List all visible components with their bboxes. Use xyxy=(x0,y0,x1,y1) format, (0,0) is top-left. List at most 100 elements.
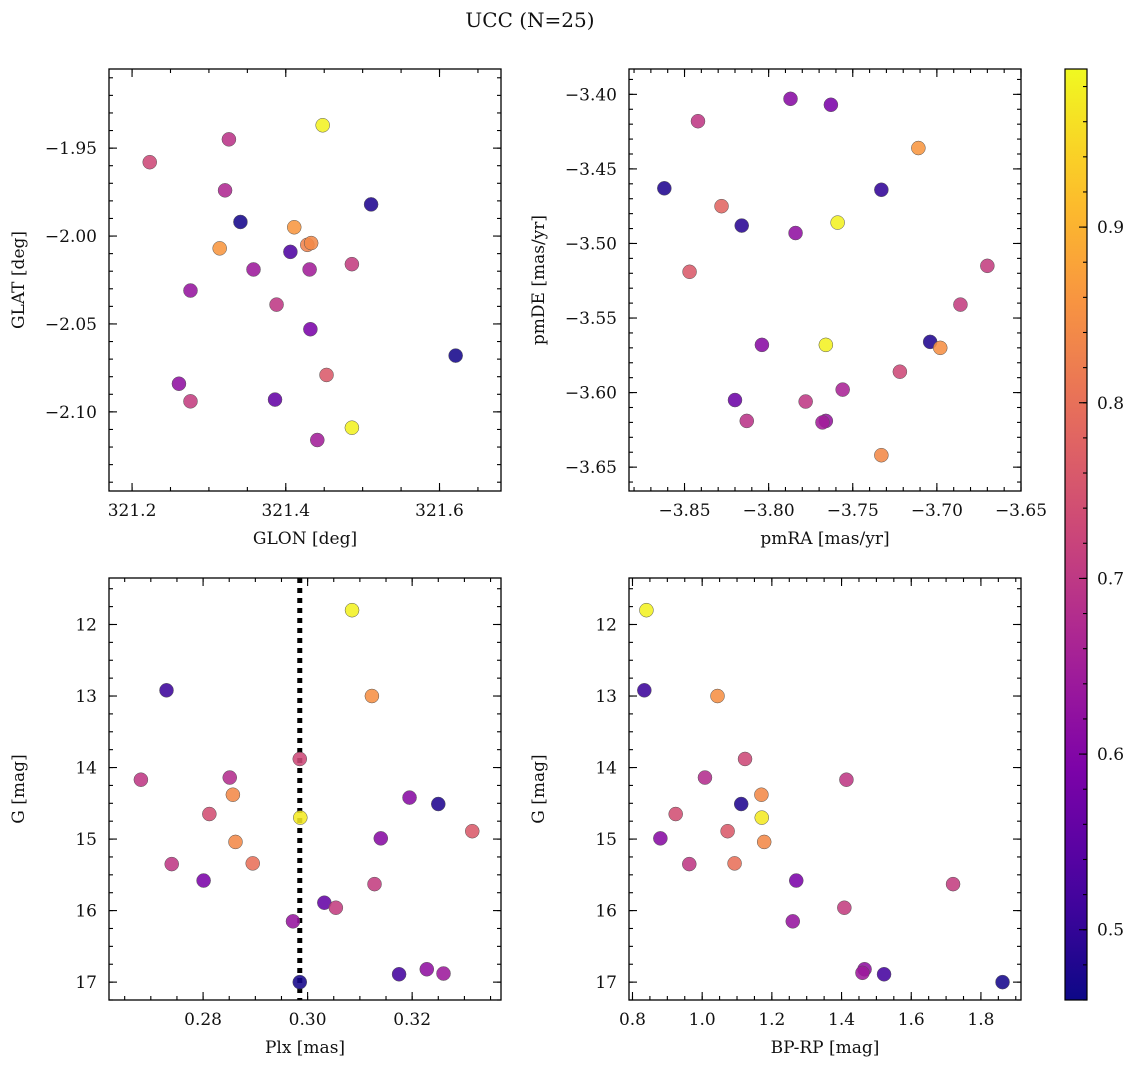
scatter-point xyxy=(221,132,237,147)
y-tick-label: −2.00 xyxy=(45,227,97,247)
y-tick-label: 16 xyxy=(595,902,617,922)
x-axis-label: GLON [deg] xyxy=(253,529,357,549)
scatter-point xyxy=(754,337,770,353)
x-tick-label: 321.4 xyxy=(261,501,310,521)
x-tick-label: 1.6 xyxy=(898,1010,925,1030)
axes-frame xyxy=(628,68,1022,492)
scatter-point xyxy=(653,831,668,846)
scatter-point xyxy=(876,967,892,982)
scatter-point xyxy=(668,806,683,822)
scatter-point xyxy=(837,900,852,915)
scatter-point xyxy=(344,602,360,618)
scatter-point xyxy=(682,856,697,872)
x-tick-label: 1.0 xyxy=(689,1010,716,1030)
scatter-point xyxy=(164,856,179,872)
scatter-point xyxy=(328,900,344,915)
scatter-point xyxy=(714,198,729,214)
scatter-point xyxy=(402,790,417,805)
x-axis-label: pmRA [mas/yr] xyxy=(760,529,889,549)
ticks xyxy=(109,578,501,1001)
scatter-point xyxy=(911,140,926,156)
scatter-point xyxy=(196,873,211,888)
y-tick-label: −3.60 xyxy=(565,384,617,404)
x-tick-label: 0.30 xyxy=(289,1010,327,1030)
y-tick-label: −1.95 xyxy=(45,139,97,159)
scatter-points xyxy=(142,118,463,448)
scatter-point xyxy=(657,181,672,196)
scatter-point xyxy=(739,413,755,429)
y-tick-label: 14 xyxy=(75,759,97,779)
scatter-point xyxy=(303,321,318,337)
x-tick-label: 321.2 xyxy=(108,501,157,521)
colorbar-tick-label: 0.7 xyxy=(1097,569,1124,589)
scatter-point xyxy=(292,751,308,767)
scatter-point xyxy=(233,214,248,230)
scatter-point xyxy=(159,683,174,698)
colorbar-tick-label: 0.8 xyxy=(1097,394,1124,414)
axes-frame xyxy=(628,577,1022,1001)
scatter-point xyxy=(737,751,753,767)
scatter-point xyxy=(142,154,157,170)
scatter-point xyxy=(183,394,198,409)
scatter-point xyxy=(682,264,697,280)
scatter-point xyxy=(892,364,908,379)
colorbar-gradient xyxy=(1064,68,1088,1001)
scatter-point xyxy=(639,602,654,618)
x-tick-label: −3.65 xyxy=(995,501,1047,521)
panel-pmra-pmde: −3.85 −3.80 −3.75 −3.70 −3.65 −3.40 −3.45 −3.50… xyxy=(529,68,1047,549)
x-tick-label: −3.80 xyxy=(743,501,795,521)
y-tick-label: 15 xyxy=(75,830,97,850)
axes-frame xyxy=(108,68,502,492)
x-tick-label: −3.75 xyxy=(827,501,879,521)
y-tick-label: 12 xyxy=(75,615,97,635)
y-tick-label: 13 xyxy=(595,687,617,707)
scatter-point xyxy=(798,394,813,409)
scatter-point xyxy=(212,241,227,256)
scatter-point xyxy=(465,823,480,839)
scatter-point xyxy=(690,113,706,129)
x-tick-label: 0.28 xyxy=(184,1010,222,1030)
scatter-point xyxy=(874,447,889,463)
scatter-point xyxy=(302,262,317,277)
scatter-point xyxy=(303,235,319,251)
scatter-point xyxy=(217,183,233,198)
scatter-point xyxy=(292,974,308,990)
scatter-point xyxy=(727,392,743,408)
scatter-point xyxy=(286,220,302,235)
scatter-point xyxy=(783,91,798,107)
scatter-point xyxy=(133,772,149,787)
scatter-point xyxy=(431,796,446,812)
scatter-point xyxy=(855,965,870,981)
scatter-point xyxy=(733,796,749,812)
scatter-point xyxy=(225,787,241,802)
x-tick-label: −3.70 xyxy=(911,501,963,521)
scatter-point xyxy=(344,420,360,435)
scatter-point xyxy=(364,688,380,704)
scatter-point xyxy=(367,876,382,892)
y-tick-label: 17 xyxy=(75,973,97,993)
scatter-point xyxy=(953,297,968,312)
y-axis-label: pmDE [mas/yr] xyxy=(529,215,549,345)
scatter-point xyxy=(727,856,742,871)
y-tick-label: −3.50 xyxy=(565,234,617,254)
scatter-point xyxy=(246,262,261,277)
scatter-points xyxy=(657,91,995,463)
scatter-point xyxy=(830,215,845,230)
x-tick-label: 1.2 xyxy=(758,1010,785,1030)
y-tick-label: −3.40 xyxy=(565,85,617,105)
scatter-point xyxy=(448,348,463,363)
scatter-point xyxy=(734,218,749,233)
axes-frame xyxy=(108,577,502,1001)
y-tick-label: −3.45 xyxy=(565,160,617,180)
scatter-point xyxy=(363,197,379,212)
panel-bprp-g: 0.8 1.0 1.2 1.4 1.6 1.8 12 13 14 15 16 17 BP-RP [mag… xyxy=(529,577,1022,1058)
scatter-point xyxy=(310,432,325,448)
scatter-point xyxy=(788,225,803,241)
scatter-point xyxy=(202,806,217,822)
y-tick-label: −3.55 xyxy=(565,309,617,329)
scatter-point xyxy=(267,392,283,407)
scatter-point xyxy=(720,823,735,839)
y-tick-label: −2.05 xyxy=(45,315,97,335)
ticks xyxy=(109,69,501,491)
scatter-point xyxy=(269,297,284,312)
